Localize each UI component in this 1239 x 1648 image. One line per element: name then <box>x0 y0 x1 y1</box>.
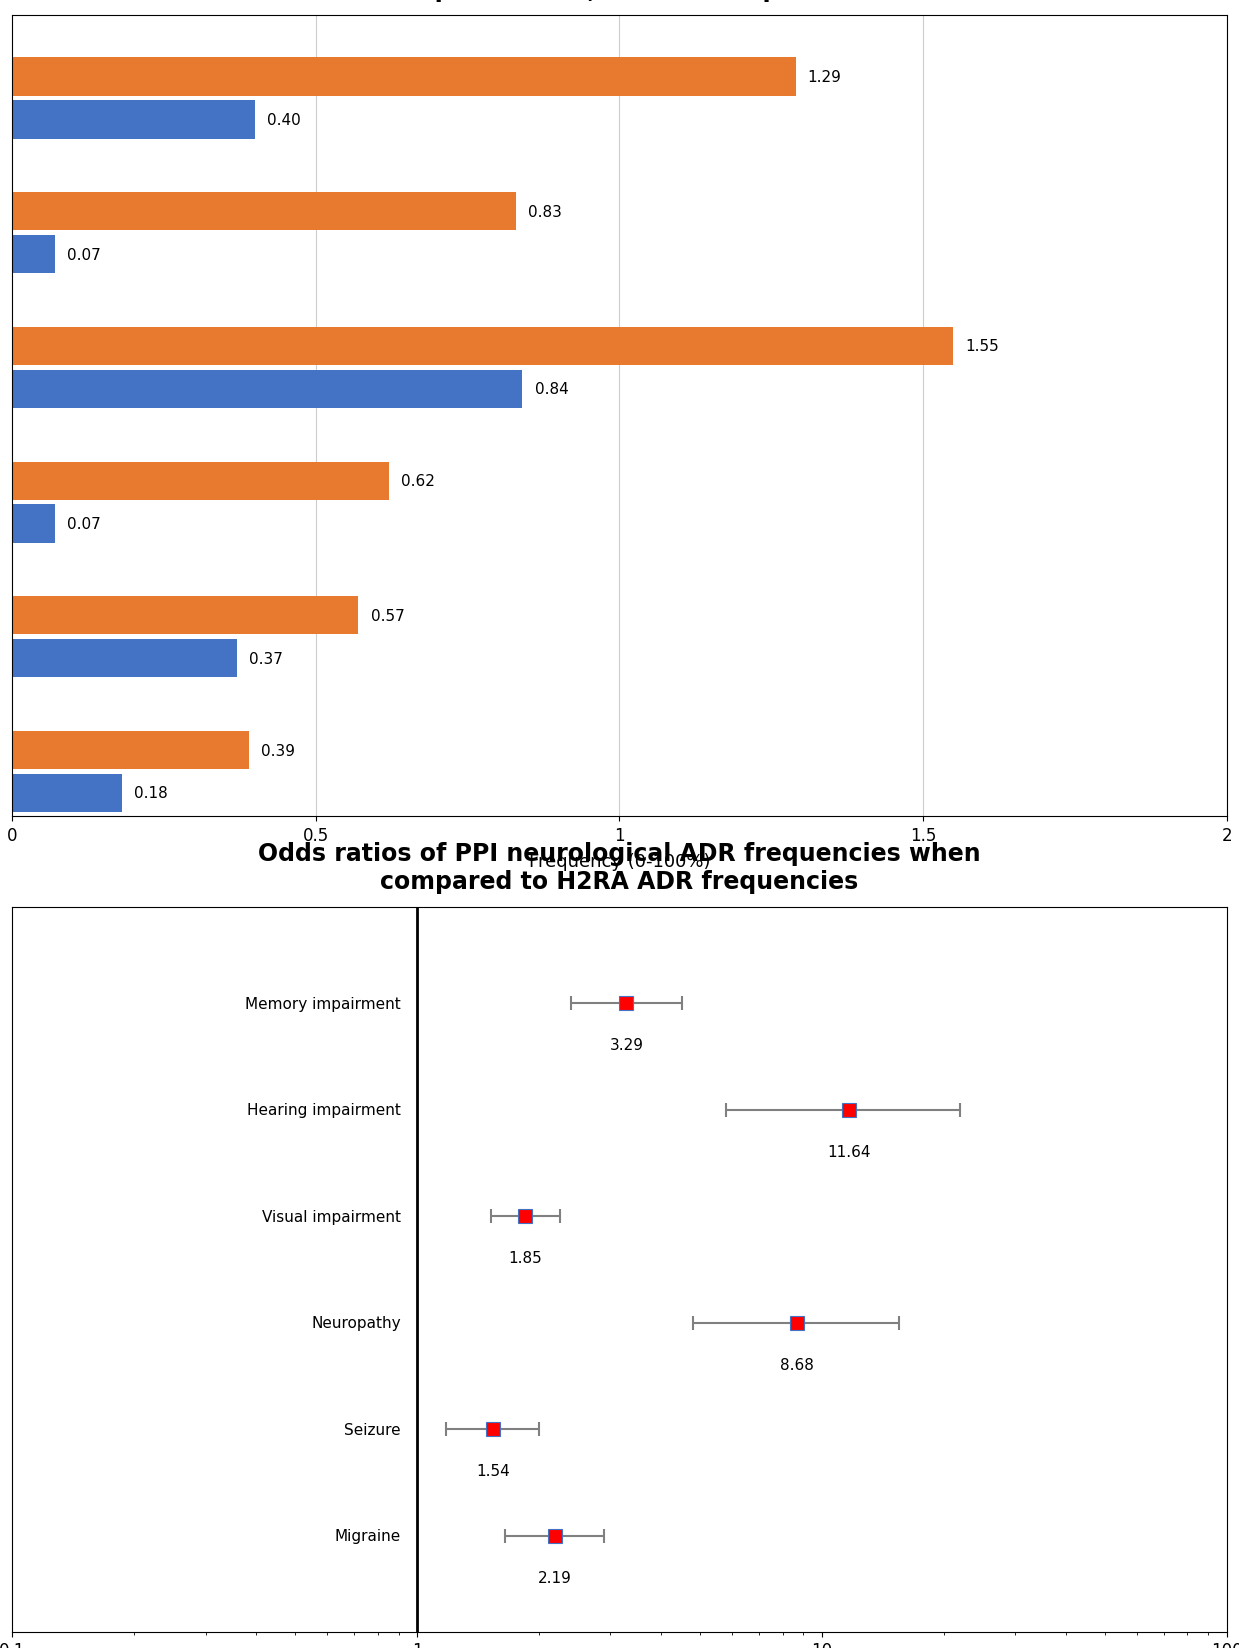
Text: 0.62: 0.62 <box>401 475 435 489</box>
Text: 1.55: 1.55 <box>965 339 1000 354</box>
Bar <box>12 193 517 231</box>
X-axis label: Frequency (0-100%): Frequency (0-100%) <box>529 852 710 870</box>
Text: 1.29: 1.29 <box>808 69 841 86</box>
Bar <box>12 101 255 140</box>
Text: 0.84: 0.84 <box>534 382 569 397</box>
Text: 0.57: 0.57 <box>370 608 404 623</box>
Y-axis label: ADRs: ADRs <box>0 392 1 440</box>
Text: Neuropathy: Neuropathy <box>311 1315 401 1330</box>
Bar <box>12 597 358 634</box>
Text: 0.83: 0.83 <box>528 204 563 219</box>
Bar <box>12 371 523 409</box>
Bar <box>12 236 55 274</box>
Text: 11.64: 11.64 <box>826 1144 870 1159</box>
Text: 0.07: 0.07 <box>67 517 100 532</box>
Text: 0.37: 0.37 <box>249 651 282 666</box>
Bar <box>12 328 953 366</box>
Text: Migraine: Migraine <box>335 1528 401 1543</box>
Text: 0.07: 0.07 <box>67 247 100 262</box>
Title: Frequencies of neurological  ADRs in 42,537 PPI
reports and 8,309 H2RA reports: Frequencies of neurological ADRs in 42,5… <box>300 0 939 2</box>
Text: 1.54: 1.54 <box>476 1463 510 1478</box>
Bar <box>12 732 249 770</box>
Bar <box>12 463 389 501</box>
Title: Odds ratios of PPI neurological ADR frequencies when
compared to H2RA ADR freque: Odds ratios of PPI neurological ADR freq… <box>258 842 981 893</box>
Text: Seizure: Seizure <box>344 1422 401 1437</box>
Text: 8.68: 8.68 <box>781 1356 814 1371</box>
Text: 0.40: 0.40 <box>268 112 301 129</box>
Text: Visual impairment: Visual impairment <box>261 1210 401 1224</box>
Text: 1.85: 1.85 <box>508 1251 543 1266</box>
Text: Memory impairment: Memory impairment <box>245 995 401 1012</box>
Text: 0.39: 0.39 <box>261 743 295 758</box>
Text: 3.29: 3.29 <box>610 1038 643 1053</box>
Text: 0.18: 0.18 <box>134 786 167 801</box>
Text: Hearing impairment: Hearing impairment <box>247 1103 401 1117</box>
Y-axis label: ADRs: ADRs <box>0 1246 1 1294</box>
Text: 2.19: 2.19 <box>538 1571 572 1585</box>
Bar <box>12 639 237 677</box>
Bar <box>12 58 795 97</box>
Bar <box>12 775 121 812</box>
Bar <box>12 506 55 544</box>
